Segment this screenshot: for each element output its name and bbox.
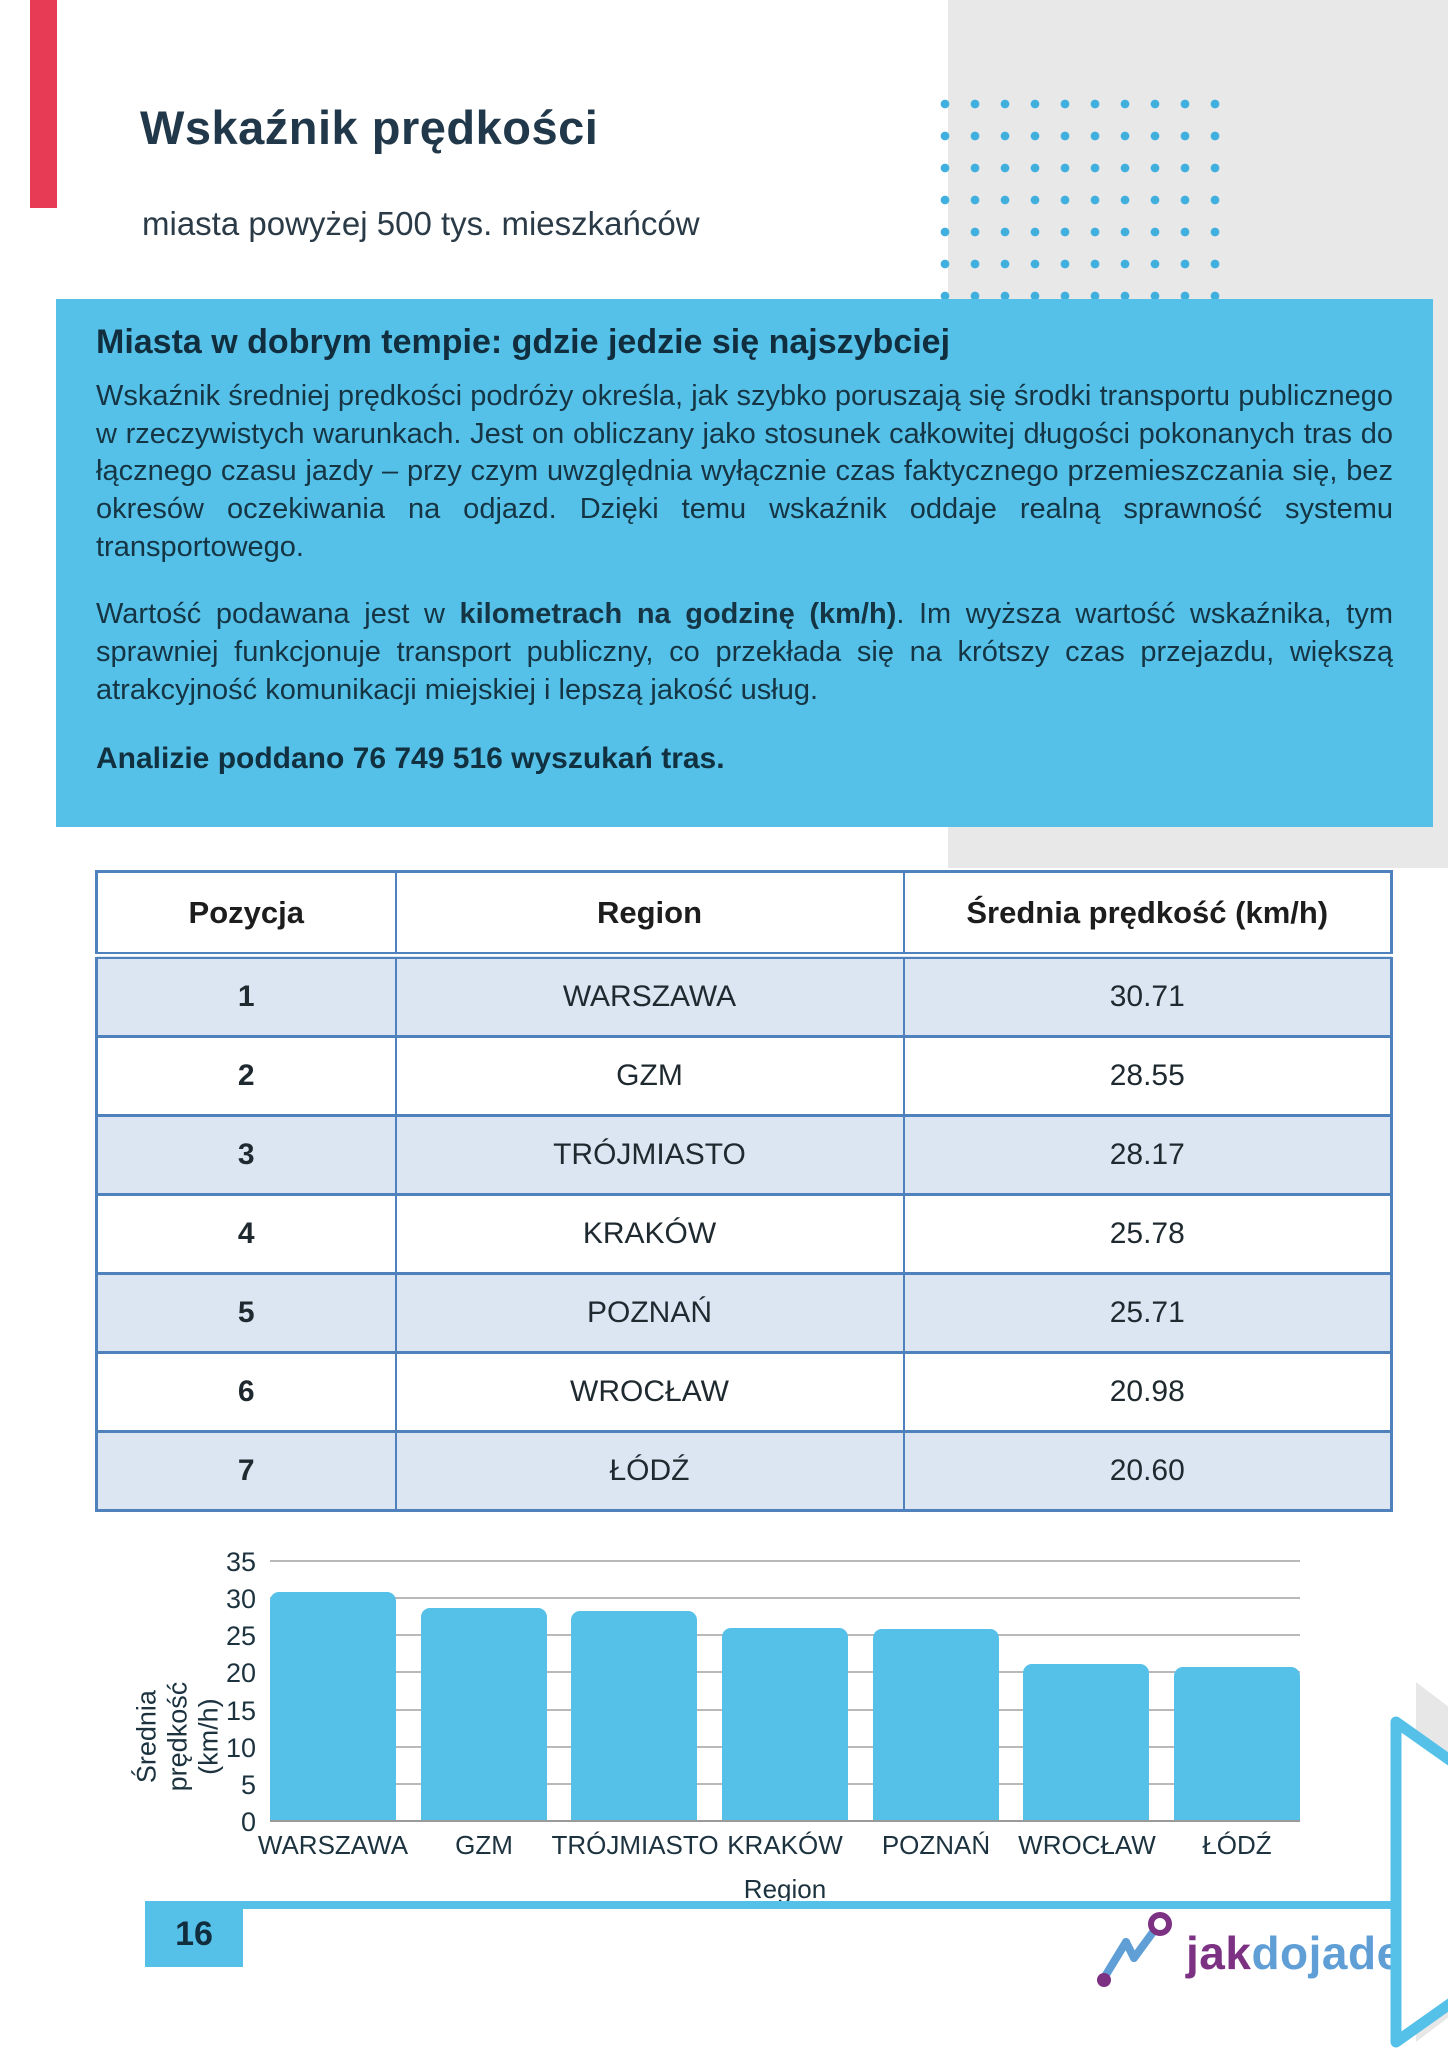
jakdojade-logo: jakdojade bbox=[1090, 1912, 1403, 1998]
chevron-decor bbox=[1390, 1676, 1448, 2048]
table-row: 3 TRÓJMIASTO 28.17 bbox=[96, 1114, 1392, 1195]
bars bbox=[270, 1560, 1300, 1820]
info-box: Miasta w dobrym tempie: gdzie jedzie się… bbox=[56, 299, 1433, 827]
bar-warszawa bbox=[270, 1592, 396, 1820]
speed-bar-chart: Średnia prędkość (km/h) 35 30 25 20 15 1… bbox=[0, 1530, 1448, 1904]
table-row: 5 POZNAŃ 25.71 bbox=[96, 1272, 1392, 1353]
table-row: 1 WARSZAWA 30.71 bbox=[96, 954, 1392, 1037]
paragraph-2-bold: kilometrach na godzinę (km/h) bbox=[459, 598, 897, 631]
page-subtitle: miasta powyżej 500 tys. mieszkańców bbox=[142, 205, 700, 242]
footer-rule bbox=[145, 1901, 1405, 1909]
table-row: 2 GZM 28.55 bbox=[96, 1035, 1392, 1116]
info-box-heading: Miasta w dobrym tempie: gdzie jedzie się… bbox=[96, 323, 951, 361]
gridline bbox=[270, 1560, 1300, 1562]
analysis-note: Analizie poddano 76 749 516 wyszukań tra… bbox=[96, 741, 725, 775]
column-header-region: Region bbox=[394, 871, 904, 959]
bar-trojmiasto bbox=[571, 1611, 698, 1820]
y-axis-ticks: 35 30 25 20 15 10 5 0 bbox=[225, 1547, 256, 1837]
table-row: 6 WROCŁAW 20.98 bbox=[96, 1351, 1392, 1432]
table-row: 7 ŁÓDŹ 20.60 bbox=[96, 1430, 1392, 1511]
info-box-paragraph-2: Wartość podawana jest w kilometrach na g… bbox=[96, 596, 1393, 709]
chevron-arrow-icon bbox=[1390, 1682, 1448, 2048]
x-axis-labels: WARSZAWA GZM TRÓJMIASTO KRAKÓW POZNAŃ WR… bbox=[257, 1830, 1272, 1860]
dots-pattern-decor bbox=[926, 84, 1228, 306]
jakdojade-wordmark: jakdojade bbox=[1186, 1927, 1403, 1979]
bar-wroclaw bbox=[1023, 1664, 1150, 1820]
column-header-pozycja: Pozycja bbox=[96, 871, 396, 959]
x-axis-line bbox=[270, 1820, 1300, 1822]
table-row: 4 KRAKÓW 25.78 bbox=[96, 1193, 1392, 1274]
paragraph-2-suffix: . Im wyższa wartość wskaźnika, tym spraw… bbox=[96, 598, 1394, 706]
paragraph-2-prefix: Wartość podawana jest w bbox=[96, 598, 460, 631]
bar-krakow bbox=[721, 1628, 848, 1820]
bar-lodz bbox=[1173, 1667, 1300, 1820]
plot-area bbox=[270, 1560, 1300, 1822]
bar-poznan bbox=[872, 1629, 999, 1820]
red-accent-bar bbox=[30, 0, 57, 208]
bar-gzm bbox=[420, 1608, 547, 1820]
column-header-speed: Średnia prędkość (km/h) bbox=[902, 871, 1392, 959]
ranking-table: Pozycja Region Średnia prędkość (km/h) 1… bbox=[95, 870, 1393, 1512]
table-header-row: Pozycja Region Średnia prędkość (km/h) bbox=[96, 871, 1392, 959]
info-box-paragraph-1: Wskaźnik średniej prędkości podróży okre… bbox=[96, 380, 1393, 563]
page-title: Wskaźnik prędkości bbox=[140, 101, 599, 154]
jakdojade-route-icon bbox=[1097, 1912, 1172, 1987]
gridline bbox=[270, 1597, 1300, 1599]
page-number: 16 bbox=[175, 1914, 213, 1953]
x-axis-title: Region bbox=[743, 1874, 827, 1904]
page-number-box: 16 bbox=[145, 1901, 243, 1967]
